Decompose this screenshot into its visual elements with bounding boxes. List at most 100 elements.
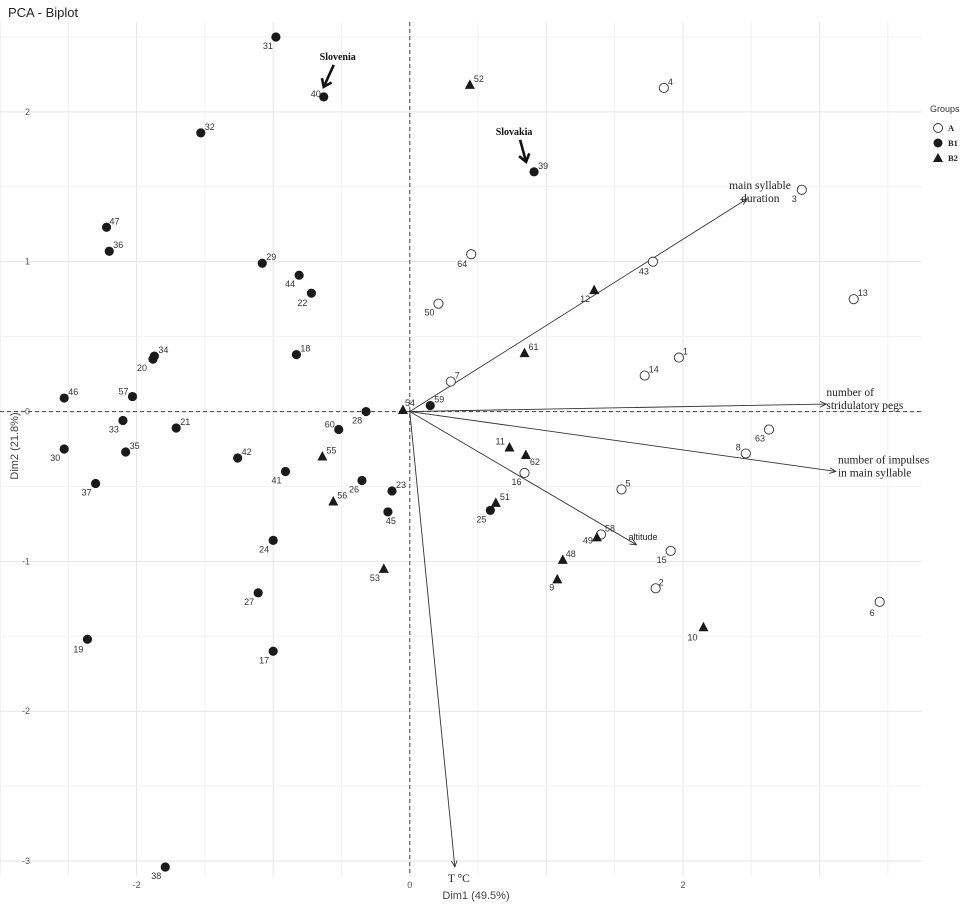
point-label: 33 xyxy=(109,425,119,435)
point-group-b2 xyxy=(317,450,328,461)
point-group-a xyxy=(616,484,627,495)
y-tick-label: 0 xyxy=(25,407,30,417)
y-tick-label: 2 xyxy=(25,107,30,117)
point-group-b1 xyxy=(59,393,69,403)
point-label: 27 xyxy=(244,597,254,607)
point-group-b1 xyxy=(294,270,304,280)
point-group-b1 xyxy=(387,486,397,496)
point-group-b2 xyxy=(557,554,568,564)
point-group-b1 xyxy=(121,447,131,457)
legend-marker-a xyxy=(933,123,943,133)
point-group-b1 xyxy=(82,634,93,644)
point-label: 1 xyxy=(683,347,688,357)
point-label: 11 xyxy=(495,437,504,447)
point-group-b1 xyxy=(59,444,69,454)
point-group-b1 xyxy=(253,588,263,598)
point-label: 58 xyxy=(605,523,615,533)
point-group-b2 xyxy=(589,284,600,295)
y-tick-label: 1 xyxy=(25,257,30,267)
point-group-b1 xyxy=(271,32,281,42)
point-label: 25 xyxy=(476,514,486,524)
point-group-a xyxy=(519,467,530,479)
point-group-b1 xyxy=(529,167,539,177)
point-group-b1 xyxy=(268,535,278,545)
point-label: 18 xyxy=(300,344,310,354)
point-label: 34 xyxy=(158,345,168,355)
vector-arrow xyxy=(409,404,827,412)
legend-marker-b2 xyxy=(933,153,943,162)
point-label: 61 xyxy=(529,342,539,352)
point-label: 63 xyxy=(755,434,765,444)
point-group-b1 xyxy=(91,478,101,489)
vector-label: altitude xyxy=(629,532,658,542)
point-group-b2 xyxy=(504,442,515,452)
x-tick-label: -2 xyxy=(133,880,141,890)
point-group-b2 xyxy=(397,404,408,415)
point-label: 17 xyxy=(259,655,269,665)
vector-label: main syllable duration xyxy=(729,180,791,205)
point-group-b1 xyxy=(196,128,206,138)
point-group-b2 xyxy=(520,449,531,459)
point-group-b1 xyxy=(104,246,114,256)
point-group-b2 xyxy=(328,495,339,506)
point-label: 14 xyxy=(649,365,659,375)
point-label: 45 xyxy=(386,516,396,526)
point-group-b1 xyxy=(425,400,435,411)
point-label: 4 xyxy=(668,77,673,87)
point-group-a xyxy=(874,596,885,607)
point-group-b1 xyxy=(485,505,495,516)
data-points: 1234567813141516435058636417181920212223… xyxy=(50,32,885,881)
point-group-b1 xyxy=(291,350,302,360)
point-label: 8 xyxy=(736,442,741,452)
point-label: 50 xyxy=(424,308,434,318)
point-group-a xyxy=(433,298,444,309)
point-group-b2 xyxy=(378,563,389,573)
point-label: 21 xyxy=(180,417,190,427)
point-group-b1 xyxy=(171,423,181,433)
point-label: 49 xyxy=(583,535,593,545)
point-label: 7 xyxy=(455,371,460,381)
point-label: 38 xyxy=(151,871,161,881)
vector-arrow xyxy=(409,411,836,472)
point-label: 12 xyxy=(580,294,590,304)
point-label: 44 xyxy=(285,279,295,289)
point-group-b2 xyxy=(464,79,475,89)
point-label: 2 xyxy=(659,577,664,587)
x-axis-label: Dim1 (49.5%) xyxy=(442,890,509,902)
point-group-a xyxy=(796,184,807,195)
point-group-b1 xyxy=(233,453,243,463)
vector-label: number of impulses in main syllable xyxy=(838,454,930,479)
vector-label: number of stridulatory pegs xyxy=(826,387,903,412)
point-label: 52 xyxy=(474,74,484,84)
vector-arrow xyxy=(409,411,637,545)
point-label: 62 xyxy=(530,457,540,467)
variable-vectors: main syllable duration number of stridulato… xyxy=(409,180,930,885)
point-label: 19 xyxy=(73,644,83,654)
point-group-b2 xyxy=(490,497,501,507)
point-label: 56 xyxy=(337,490,347,500)
point-group-b1 xyxy=(334,424,344,435)
legend-marker-b1 xyxy=(933,138,943,148)
point-group-a xyxy=(848,294,859,305)
point-label: 64 xyxy=(457,259,467,269)
point-group-a xyxy=(665,545,676,556)
point-label: 40 xyxy=(311,89,321,99)
point-group-a xyxy=(650,583,661,594)
point-label: 31 xyxy=(263,41,273,51)
point-label: 35 xyxy=(130,441,140,451)
point-label: 48 xyxy=(566,549,576,559)
vector-arrow xyxy=(409,411,455,867)
point-group-b1 xyxy=(268,646,278,656)
point-group-b2 xyxy=(519,347,530,358)
point-group-b2 xyxy=(591,531,602,542)
point-label: 54 xyxy=(405,398,415,408)
point-label: 41 xyxy=(271,475,281,485)
x-tick-label: 0 xyxy=(407,880,412,890)
point-label: 43 xyxy=(639,267,649,277)
y-tick-label: -1 xyxy=(22,556,30,566)
point-group-b1 xyxy=(361,406,371,417)
point-label: 16 xyxy=(512,477,522,487)
point-label: 36 xyxy=(113,240,123,250)
